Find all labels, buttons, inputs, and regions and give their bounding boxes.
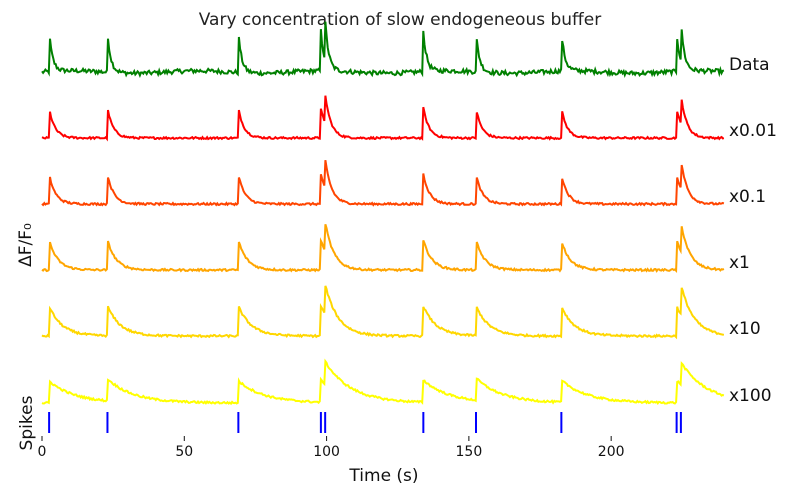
trace-label-x1: x1: [729, 253, 750, 273]
trace-label-x10: x10: [729, 319, 761, 339]
trace-label-x0-1: x0.1: [729, 187, 766, 207]
trace-x100: [41, 358, 725, 406]
x-tick-label: 150: [456, 444, 483, 460]
x-tick-label: 0: [38, 444, 47, 460]
x-axis-label: Time (s): [348, 466, 418, 486]
spike-raster: [48, 412, 682, 433]
spikes-label: Spikes: [17, 395, 37, 450]
traces-group: [41, 21, 725, 406]
y-axis-label: ΔF/F₀: [16, 223, 36, 267]
x-tick-label: 100: [313, 444, 340, 460]
trace-x0-1: [41, 160, 725, 207]
trace-label-x100: x100: [729, 386, 772, 406]
trace-label-data: Data: [729, 55, 770, 75]
x-tick-label: 200: [598, 444, 625, 460]
trace-data: [41, 21, 725, 78]
chart-title: Vary concentration of slow endogeneous b…: [199, 10, 601, 30]
trace-x1: [41, 224, 725, 274]
trace-x0-01: [41, 95, 725, 142]
trace-label-x0-01: x0.01: [729, 121, 777, 141]
x-tick-label: 50: [175, 444, 193, 460]
trace-x10: [41, 285, 725, 340]
trace-labels-group: Data x0.01 x0.1 x1 x10 x100: [729, 55, 777, 406]
x-axis: 0 50 100 150 200: [38, 436, 625, 460]
